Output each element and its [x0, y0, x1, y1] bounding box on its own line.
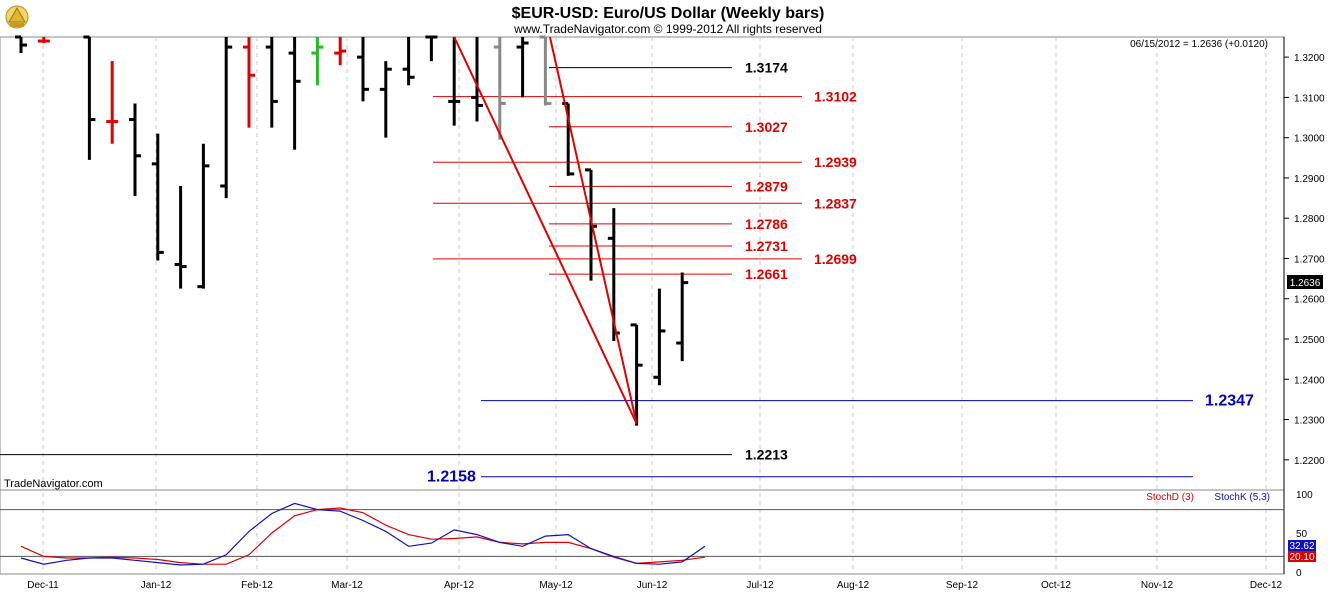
y-tick-label: 1.2300 — [1294, 416, 1325, 427]
level-label: 1.2731 — [745, 238, 788, 254]
x-tick-label: Mar-12 — [331, 580, 363, 591]
price-axis: 1.3200 1.3100 1.3000 1.2900 1.2800 1.2700 1.26… — [1284, 53, 1325, 467]
trend-lines — [453, 36, 638, 424]
ohlc-bar — [106, 61, 119, 144]
stoch-k-value: 32.62 — [1289, 541, 1314, 552]
stochastic-lines — [0, 502, 1284, 566]
ohlc-bar — [37, 37, 50, 44]
stoch-tick-label: 0 — [1296, 568, 1302, 579]
ohlc-bar — [539, 35, 552, 106]
stoch-k-line — [20, 502, 706, 566]
ohlc-bar — [653, 288, 666, 386]
level-label: 1.2786 — [745, 216, 788, 232]
ohlc-bar — [265, 37, 278, 128]
ohlc-bar — [379, 61, 392, 138]
stoch-d-value: 20.10 — [1289, 552, 1314, 563]
trend-line — [548, 36, 638, 424]
legend-stoch-k: StochK (5,3) — [1214, 492, 1270, 503]
y-tick-label: 1.2500 — [1294, 335, 1325, 346]
ohlc-bars — [15, 35, 689, 426]
ohlc-bar — [357, 37, 369, 102]
ohlc-bar — [197, 143, 210, 289]
x-tick-label: Jul-12 — [746, 580, 774, 591]
ohlc-bar — [151, 133, 164, 261]
last-price-label: 1.2636 — [1290, 278, 1321, 289]
watermark: TradeNavigator.com — [4, 478, 103, 490]
ohlc-bar — [448, 37, 461, 126]
ohlc-bar — [402, 37, 415, 86]
x-tick-label: May-12 — [539, 580, 573, 591]
stochastic-panel — [0, 489, 1285, 575]
x-tick-label: Oct-12 — [1041, 580, 1071, 591]
stoch-tick-label: 50 — [1296, 529, 1308, 540]
ohlc-bar — [516, 37, 529, 98]
ohlc-bar — [174, 185, 187, 289]
level-label: 1.2213 — [745, 447, 788, 463]
level-label: 1.2347 — [1205, 393, 1254, 410]
trade-navigator-logo-icon — [5, 5, 29, 29]
y-tick-label: 1.3200 — [1294, 53, 1325, 64]
y-tick-label: 1.2400 — [1294, 375, 1325, 386]
last-quote: 06/15/2012 = 1.2636 (+0.0120) — [1130, 39, 1268, 50]
level-label: 1.3027 — [745, 119, 788, 135]
ohlc-bar — [630, 323, 643, 426]
x-tick-label: Aug-12 — [837, 580, 870, 591]
chart-title: $EUR-USD: Euro/US Dollar (Weekly bars) — [512, 5, 825, 22]
y-tick-label: 1.2600 — [1294, 295, 1325, 306]
price-levels: 1.3174 1.3102 1.3027 1.2939 1.2879 1.2837 1.27… — [0, 60, 1254, 486]
x-tick-label: Jun-12 — [637, 580, 668, 591]
level-label: 1.2158 — [427, 469, 476, 486]
price-panel — [0, 36, 1285, 491]
last-price-tag — [1287, 275, 1323, 289]
x-tick-label: Dec-12 — [1250, 580, 1283, 591]
y-tick-label: 1.2200 — [1294, 456, 1325, 467]
ohlc-bar — [220, 37, 233, 199]
ohlc-bar — [15, 35, 27, 54]
x-tick-label: Apr-12 — [444, 580, 474, 591]
stochastic-axis: 100 50 0 — [1296, 490, 1313, 579]
level-label: 1.2837 — [814, 195, 857, 211]
y-tick-label: 1.2800 — [1294, 214, 1325, 225]
ohlc-bar — [471, 37, 483, 122]
level-label: 1.2879 — [745, 178, 788, 194]
ohlc-bar — [425, 35, 438, 62]
ohlc-bar — [83, 35, 96, 160]
y-tick-label: 1.2700 — [1294, 254, 1325, 265]
legend-stoch-d: StochD (3) — [1146, 492, 1194, 503]
level-label: 1.2939 — [814, 154, 857, 170]
ohlc-bar — [311, 37, 324, 86]
trend-line — [453, 36, 638, 424]
ohlc-bar — [243, 37, 255, 128]
y-tick-label: 1.2900 — [1294, 174, 1325, 185]
x-tick-label: Sep-12 — [946, 580, 979, 591]
ohlc-bar — [334, 37, 347, 66]
y-tick-label: 1.3000 — [1294, 134, 1325, 145]
x-tick-label: Jan-12 — [141, 580, 172, 591]
level-label: 1.3102 — [814, 89, 857, 105]
ohlc-bar — [288, 37, 301, 150]
x-tick-label: Feb-12 — [241, 580, 273, 591]
y-tick-label: 1.3100 — [1294, 93, 1325, 104]
level-label: 1.3174 — [745, 60, 788, 76]
level-label: 1.2661 — [745, 266, 788, 282]
ohlc-bar — [676, 272, 689, 362]
stoch-k-value-tag — [1288, 540, 1316, 551]
ohlc-bar — [493, 37, 506, 140]
copyright-text: www.TradeNavigator.com © 1999-2012 All r… — [513, 22, 822, 36]
stoch-d-value-tag — [1288, 551, 1316, 562]
date-axis: Dec-11 Jan-12 Feb-12 Mar-12 Apr-12 May-12 Jun-… — [27, 580, 1282, 591]
x-tick-label: Nov-12 — [1141, 580, 1174, 591]
level-label: 1.2699 — [814, 251, 857, 267]
stoch-tick-label: 100 — [1296, 490, 1313, 501]
ohlc-bar — [129, 103, 141, 197]
x-tick-label: Dec-11 — [27, 580, 59, 591]
